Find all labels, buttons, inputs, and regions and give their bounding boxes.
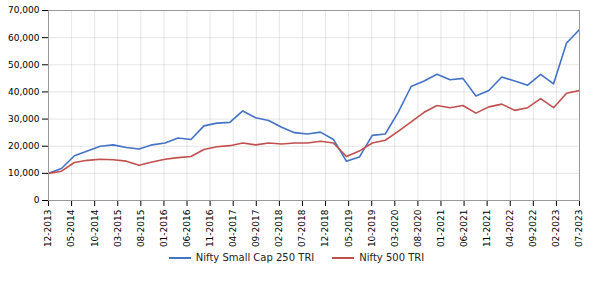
svg-text:20,000: 20,000 (8, 141, 40, 151)
html-text:Nifty Small Cap 250 TRI: Nifty Small Cap 250 TRI (195, 252, 315, 263)
svg-text:60,000: 60,000 (8, 33, 40, 43)
svg-text:10,000: 10,000 (8, 168, 40, 178)
svg-text:03-2020: 03-2020 (390, 209, 400, 247)
svg-text:09-2017: 09-2017 (251, 210, 261, 248)
svg-text:0: 0 (34, 195, 40, 205)
svg-text:07-2023: 07-2023 (574, 210, 584, 248)
svg-text:01-2016: 01-2016 (159, 209, 169, 247)
svg-text:03-2015: 03-2015 (113, 210, 123, 248)
svg-text:02-2018: 02-2018 (274, 209, 284, 247)
svg-text:04-2022: 04-2022 (505, 210, 515, 248)
html-text:Nifty 500 TRI: Nifty 500 TRI (359, 252, 425, 263)
svg-text:70,000: 70,000 (8, 5, 40, 15)
svg-text:12-2018: 12-2018 (320, 209, 330, 247)
svg-text:01-2021: 01-2021 (436, 210, 446, 248)
svg-text:08-2015: 08-2015 (136, 210, 146, 248)
svg-text:02-2023: 02-2023 (551, 210, 561, 248)
svg-text:06-2016: 06-2016 (182, 209, 192, 247)
svg-text:10-2014: 10-2014 (90, 209, 100, 247)
svg-text:05-2014: 05-2014 (66, 209, 76, 247)
svg-text:11-2021: 11-2021 (482, 210, 492, 248)
svg-text:07-2018: 07-2018 (297, 209, 307, 247)
svg-text:12-2013: 12-2013 (43, 210, 53, 248)
svg-text:40,000: 40,000 (8, 87, 40, 97)
svg-text:04-2017: 04-2017 (228, 210, 238, 248)
svg-text:50,000: 50,000 (8, 60, 40, 70)
svg-text:08-2020: 08-2020 (413, 209, 423, 247)
svg-text:09-2022: 09-2022 (528, 210, 538, 248)
svg-text:06-2021: 06-2021 (459, 210, 469, 248)
svg-text:05-2019: 05-2019 (344, 209, 354, 247)
svg-text:30,000: 30,000 (8, 114, 40, 124)
svg-text:10-2019: 10-2019 (367, 209, 377, 247)
svg-text:11-2016: 11-2016 (205, 209, 215, 247)
